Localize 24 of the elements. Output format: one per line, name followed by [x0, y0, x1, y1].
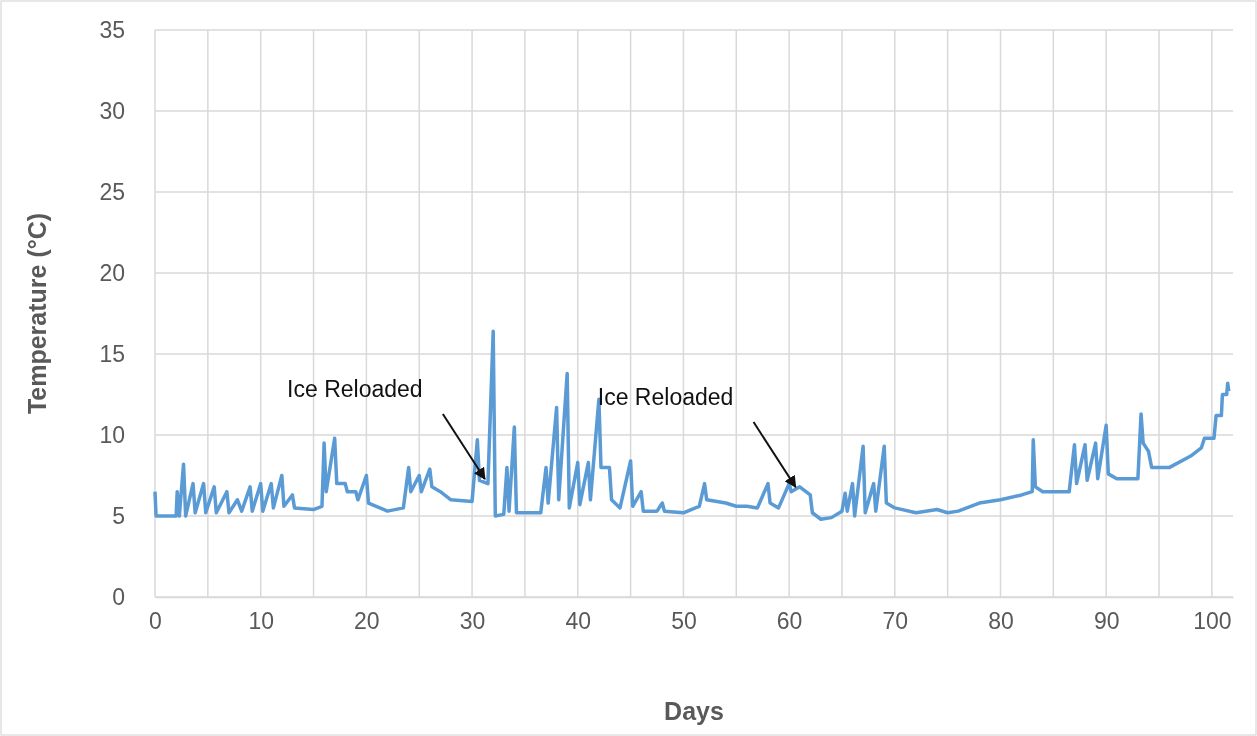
y-tick-label: 20 — [99, 259, 125, 286]
y-tick-label: 25 — [99, 178, 125, 205]
annotation: Ice Reloaded — [287, 375, 423, 402]
x-tick-label: 40 — [565, 608, 592, 635]
x-tick-label: 50 — [671, 608, 697, 635]
y-tick-label: 10 — [99, 421, 125, 448]
x-tick-label: 70 — [882, 608, 909, 635]
y-axis-title: Temperature (°C) — [23, 212, 51, 415]
annotation: Ice Reloaded — [597, 384, 734, 411]
x-axis-title: Days — [664, 697, 724, 725]
x-tick-label: 80 — [988, 608, 1014, 635]
y-tick-label: 5 — [112, 502, 125, 529]
y-tick-label: 35 — [99, 16, 125, 43]
x-tick-label: 60 — [776, 608, 803, 635]
y-tick-label: 30 — [99, 97, 125, 124]
x-tick-label: 20 — [354, 608, 380, 635]
line-series — [153, 329, 1231, 521]
x-tick-label: 90 — [1093, 608, 1120, 635]
x-tick-label: 0 — [149, 608, 162, 635]
x-tick-label: 30 — [459, 608, 486, 635]
x-tick-label: 100 — [1193, 608, 1232, 635]
x-tick-label: 10 — [248, 608, 274, 635]
y-tick-label: 0 — [112, 583, 125, 610]
y-tick-label: 15 — [99, 340, 125, 367]
